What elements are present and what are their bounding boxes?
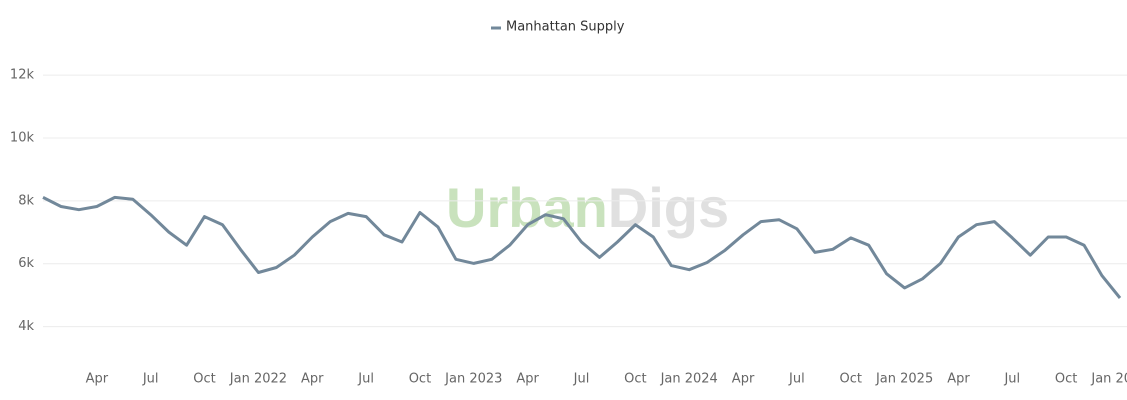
x-tick-label: Jan 2023 [444, 372, 502, 387]
x-tick-label: Jul [142, 372, 159, 387]
x-tick-label: Oct [1055, 372, 1077, 387]
x-tick-label: Apr [301, 372, 324, 387]
watermark: UrbanDigs [446, 176, 729, 239]
x-tick-label: Jan 2026 [1090, 372, 1127, 387]
legend-label[interactable]: Manhattan Supply [506, 20, 625, 35]
x-tick-label: Jul [357, 372, 374, 387]
x-tick-label: Oct [193, 372, 215, 387]
y-tick-label: 4k [18, 319, 34, 334]
y-tick-label: 10k [10, 131, 35, 146]
x-tick-label: Apr [947, 372, 970, 387]
x-tick-label: Oct [840, 372, 862, 387]
x-tick-label: Apr [516, 372, 539, 387]
x-tick-label: Jan 2025 [875, 372, 933, 387]
watermark-first: Urban [446, 176, 608, 239]
watermark-second: Digs [608, 176, 729, 239]
y-tick-label: 6k [18, 256, 34, 271]
series-line [42, 195, 1122, 299]
x-tick-label: Oct [409, 372, 431, 387]
y-tick-label: 12k [10, 68, 35, 83]
x-tick-label: Jul [1003, 372, 1020, 387]
x-tick-label: Apr [86, 372, 109, 387]
x-tick-label: Jan 2024 [660, 372, 718, 387]
x-tick-label: Oct [624, 372, 646, 387]
x-tick-label: Jul [788, 372, 805, 387]
x-tick-label: Jul [573, 372, 590, 387]
x-tick-label: Jan 2022 [229, 372, 287, 387]
y-tick-label: 8k [18, 193, 34, 208]
x-tick-label: Apr [732, 372, 755, 387]
